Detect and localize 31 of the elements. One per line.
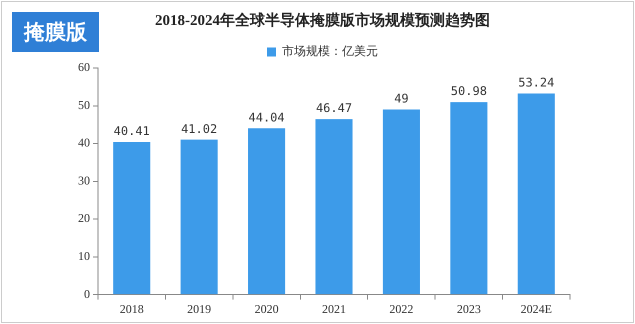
bar [248,128,286,294]
y-tick-label: 10 [78,248,90,263]
y-tick-label: 20 [78,211,90,226]
y-tick-label: 60 [78,60,90,74]
data-label: 49 [394,92,409,106]
data-label: 41.02 [181,122,218,136]
text: 掩膜版 [12,12,99,52]
bar [518,94,555,294]
x-tick-label: 2024E [520,302,552,316]
x-tick-label: 2021 [322,302,346,316]
bar [180,140,218,294]
legend-label: 市场规模：亿美元 [282,44,378,58]
bar [450,102,488,294]
bar [315,119,353,294]
data-label: 53.24 [518,76,554,90]
chart-title: 2018-2024年全球半导体掩膜版市场规模预测趋势图 [155,10,490,29]
data-label: 46.47 [316,101,352,116]
x-tick-label: 2022 [389,302,414,316]
x-tick-label: 2023 [456,302,481,316]
data-label: 40.41 [114,124,150,138]
data-label: 50.98 [450,84,487,98]
x-tick-label: 2020 [254,302,279,316]
bar [382,110,420,294]
x-tick-label: 2018 [120,302,144,316]
y-tick-label: 30 [78,173,90,188]
y-tick-label: 50 [78,98,90,112]
bar [113,142,150,294]
x-tick-label: 2019 [187,302,212,316]
y-tick-label: 0 [84,286,90,301]
y-tick-label: 40 [78,136,90,150]
data-label: 44.04 [248,110,285,124]
